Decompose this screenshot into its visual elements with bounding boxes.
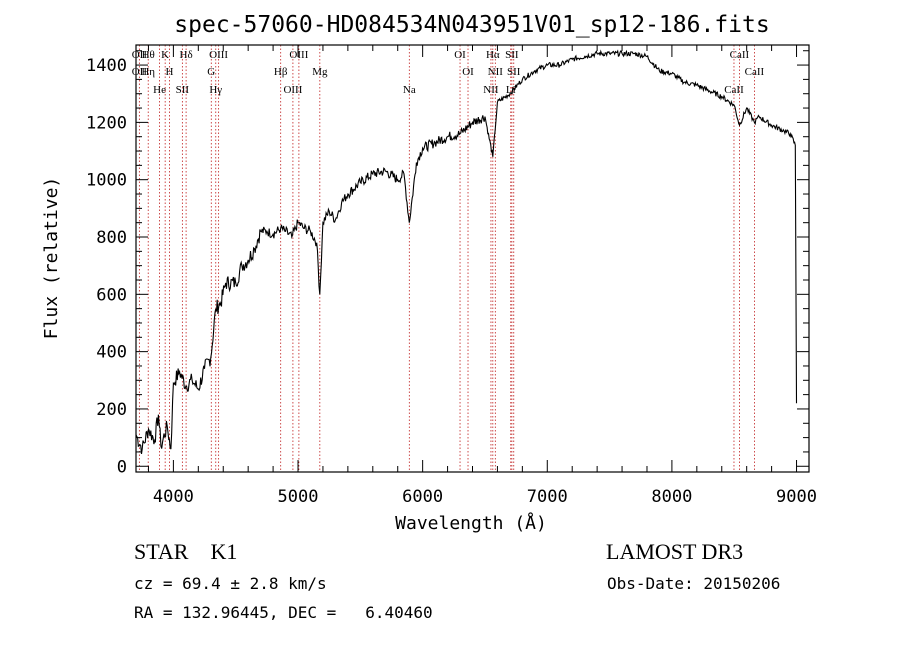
x-tick-label: 5000 bbox=[278, 487, 319, 507]
plot-frame bbox=[135, 44, 810, 473]
line-label: Hη bbox=[141, 66, 155, 78]
line-label: OIII bbox=[283, 84, 302, 96]
x-axis-ticks: 4000 5000 6000 7000 8000 9000 bbox=[147, 45, 817, 507]
x-tick-label: 9000 bbox=[776, 487, 817, 507]
line-label: Hα bbox=[486, 49, 500, 61]
line-label: Na bbox=[403, 84, 416, 96]
line-label: NII bbox=[488, 66, 504, 78]
redshift-velocity: cz = 69.4 ± 2.8 km/s bbox=[134, 574, 327, 593]
line-label: H bbox=[166, 66, 174, 78]
line-label: CaII bbox=[730, 49, 750, 61]
observation-date: Obs-Date: 20150206 bbox=[607, 574, 781, 593]
line-label: SII bbox=[505, 49, 519, 61]
x-tick-label: 8000 bbox=[651, 487, 692, 507]
line-label: Hβ bbox=[274, 66, 288, 78]
line-label: OIII bbox=[209, 49, 228, 61]
line-label: Li bbox=[506, 84, 516, 96]
survey-name: LAMOST DR3 bbox=[606, 539, 744, 564]
y-tick-label: 200 bbox=[96, 400, 127, 420]
line-label: SII bbox=[507, 66, 521, 78]
line-label: Hθ bbox=[142, 49, 155, 61]
y-tick-label: 400 bbox=[96, 343, 127, 363]
line-label: CaII bbox=[724, 84, 744, 96]
x-tick-label: 6000 bbox=[402, 487, 443, 507]
x-tick-label: 7000 bbox=[527, 487, 568, 507]
y-tick-label: 0 bbox=[117, 457, 127, 477]
line-label: Hδ bbox=[180, 49, 193, 61]
chart-title: spec-57060-HD084534N043951V01_sp12-186.f… bbox=[174, 12, 769, 38]
line-label: OIII bbox=[289, 49, 308, 61]
y-tick-label: 1000 bbox=[86, 171, 127, 191]
line-label: G bbox=[207, 66, 215, 78]
line-label: NII bbox=[483, 84, 499, 96]
x-tick-label: 4000 bbox=[153, 487, 194, 507]
line-label: Mg bbox=[312, 66, 328, 78]
line-label: Hγ bbox=[209, 84, 222, 96]
y-axis-ticks: 0 200 400 600 800 1000 1200 1400 bbox=[86, 50, 809, 477]
line-label: CaII bbox=[745, 66, 765, 78]
y-tick-label: 600 bbox=[96, 285, 127, 305]
line-label: He bbox=[153, 84, 166, 96]
line-label: OI bbox=[462, 66, 474, 78]
y-tick-label: 1400 bbox=[86, 56, 127, 76]
line-label: K bbox=[161, 49, 169, 61]
sky-coordinates: RA = 132.96445, DEC = 6.40460 bbox=[134, 603, 433, 622]
y-tick-label: 800 bbox=[96, 228, 127, 248]
line-label: SII bbox=[176, 84, 190, 96]
y-axis-label: Flux (relative) bbox=[41, 177, 62, 340]
x-axis-label: Wavelength (Å) bbox=[395, 512, 547, 534]
line-label: OI bbox=[454, 49, 466, 61]
y-tick-label: 1200 bbox=[86, 113, 127, 133]
spectral-line-markers bbox=[138, 45, 755, 472]
spectrum-series-line bbox=[135, 49, 798, 454]
star-classification: STAR K1 bbox=[134, 539, 238, 564]
spectral-line-labels: OIIOIIHθHηHeKHSIIHδGHγOIIIHβOIIIOIIIMgNa… bbox=[132, 49, 765, 96]
